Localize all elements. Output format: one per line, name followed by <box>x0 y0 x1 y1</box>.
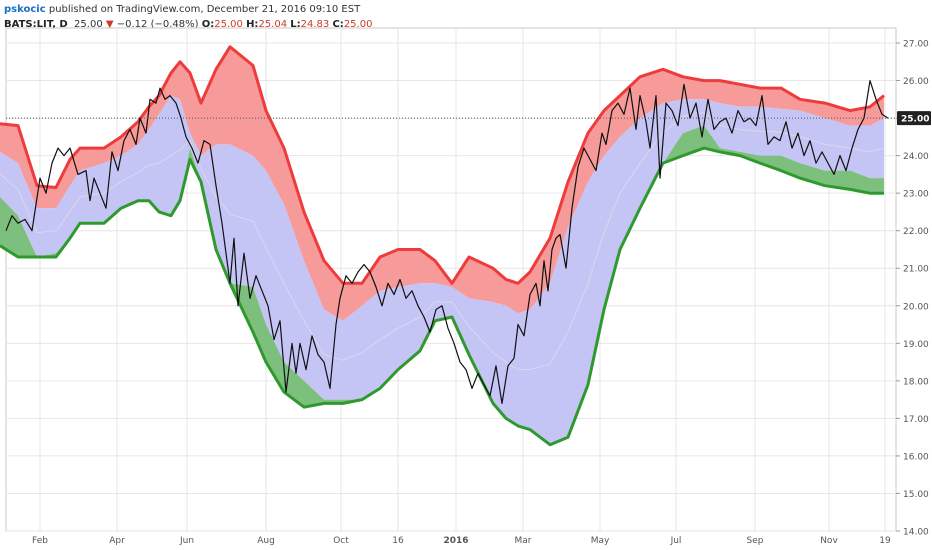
x-tick-label: Feb <box>32 536 48 546</box>
y-tick-label: 16.00 <box>903 452 929 462</box>
open-label: O: <box>201 19 215 30</box>
center-line <box>0 111 885 371</box>
envelope-bands <box>0 45 885 447</box>
last-price: 25.00 <box>74 19 103 30</box>
down-arrow-icon: ▼ <box>105 19 114 30</box>
chart-header: pskocic published on TradingView.com, De… <box>4 2 372 32</box>
x-tick-label: May <box>591 536 610 546</box>
y-tick-label: 26.00 <box>903 77 929 87</box>
author-link[interactable]: pskocic <box>4 4 46 15</box>
ohlc-line: BATS:LIT, D 25.00 ▼ −0.12 (−0.48%) O:25.… <box>4 17 372 32</box>
close-value: 25.00 <box>343 19 373 30</box>
upper-band-line <box>0 45 885 285</box>
y-tick-label: 20.00 <box>903 302 929 312</box>
axes: 27.00 26.00 25.00 24.00 23.00 22.00 21.00 20.00… <box>32 40 931 546</box>
price-line <box>5 80 889 404</box>
last-price-label: 25.00 <box>901 115 929 125</box>
high-label: H: <box>246 19 259 30</box>
symbol-label: BATS:LIT, D <box>4 19 68 30</box>
price-series <box>5 80 896 404</box>
x-tick-label: 2016 <box>443 536 468 546</box>
x-tick-label: Aug <box>257 536 275 546</box>
y-tick-label: 15.00 <box>903 490 929 500</box>
x-tick-label: Apr <box>109 536 125 546</box>
y-tick-label: 17.00 <box>903 415 929 425</box>
y-tick-label: 27.00 <box>903 40 929 50</box>
x-tick-label: Mar <box>515 536 532 546</box>
x-tick-label: Jun <box>179 536 194 546</box>
low-label: L: <box>290 19 301 30</box>
x-tick-label: 19 <box>879 536 891 546</box>
publish-line: pskocic published on TradingView.com, De… <box>4 2 372 17</box>
last-price-badge <box>897 111 931 126</box>
upper-band-fill <box>0 46 884 321</box>
y-tick-label: 18.00 <box>903 377 929 387</box>
y-tick-label: 23.00 <box>903 190 929 200</box>
x-tick-label: Nov <box>820 536 838 546</box>
open-value: 25.00 <box>214 19 243 30</box>
high-value: 25.04 <box>258 19 288 30</box>
y-tick-label: 14.00 <box>903 528 929 538</box>
y-tick-label: 19.00 <box>903 340 929 350</box>
middle-band-fill <box>0 95 884 445</box>
x-tick-label: Jul <box>670 536 682 546</box>
lower-band-line <box>0 146 884 447</box>
y-tick-label: 22.00 <box>903 227 929 237</box>
low-value: 24.83 <box>300 19 330 30</box>
x-tick-label: Oct <box>333 536 349 546</box>
x-tick-label: Sep <box>747 536 764 546</box>
y-tick-label: 24.00 <box>903 152 929 162</box>
x-tick-label: 16 <box>392 536 404 546</box>
change-text: −0.12 (−0.48%) <box>116 19 199 30</box>
close-label: C: <box>332 19 344 30</box>
published-text: published on TradingView.com, December 2… <box>48 4 361 15</box>
y-tick-label: 21.00 <box>903 265 929 275</box>
